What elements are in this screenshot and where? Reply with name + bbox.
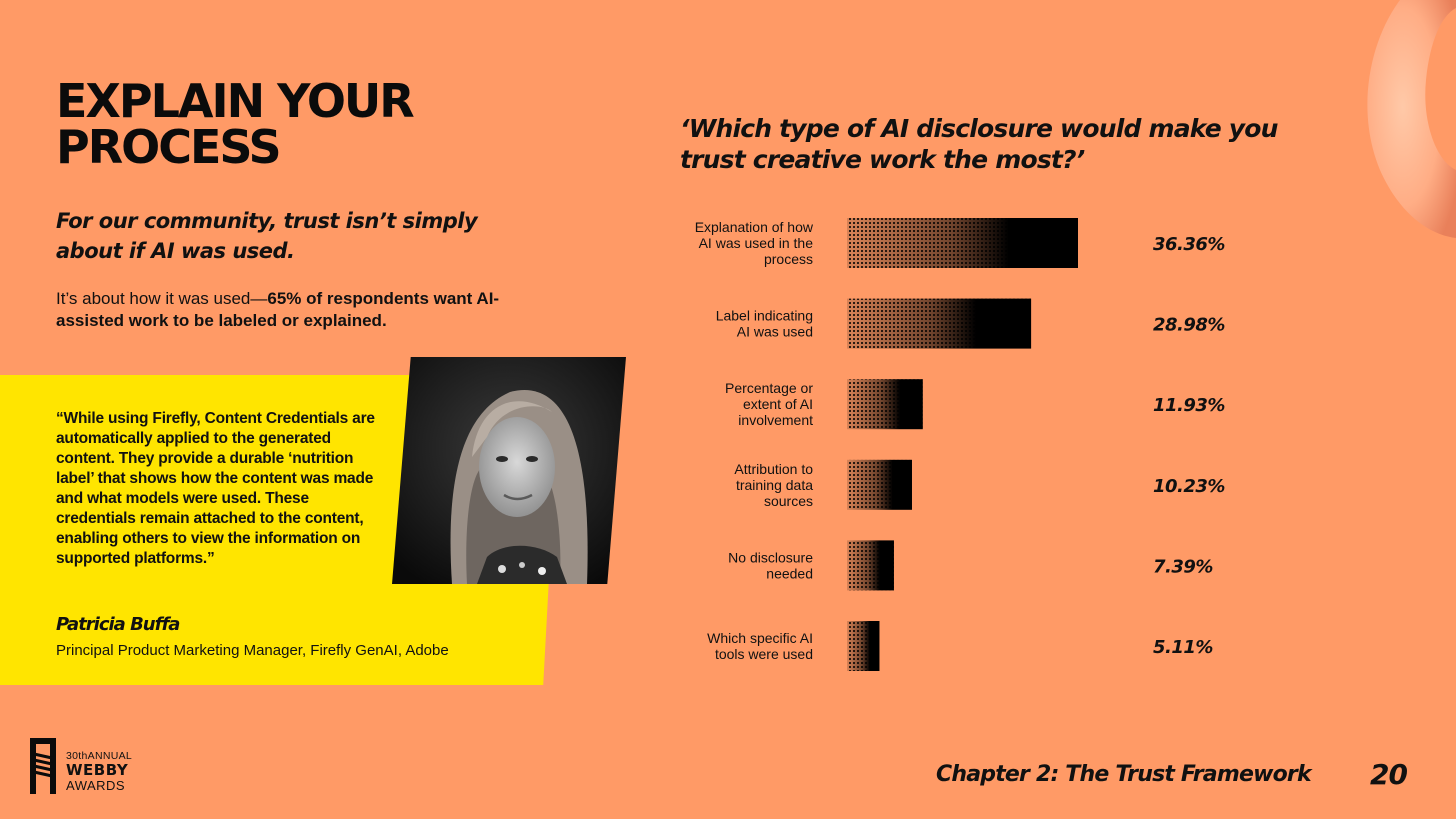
subheading: For our community, trust isn’t simply ab…	[56, 209, 478, 263]
logo-name: WEBBY	[66, 761, 129, 779]
value-label: 36.36%	[1153, 234, 1225, 255]
category-label: No disclosure needed	[728, 549, 813, 581]
page-number: 20	[1370, 758, 1408, 791]
chart-title: ‘Which type of AI disclosure would make …	[680, 114, 1278, 174]
testimonial-quote: “While using Firefly, Content Credential…	[56, 410, 375, 567]
logo-subtitle: AWARDS	[66, 778, 126, 793]
bar-chart: Explanation of how AI was used in the proc…	[695, 218, 1226, 671]
value-label: 7.39%	[1153, 556, 1213, 577]
bar	[847, 379, 923, 430]
quote-author-role: Principal Product Marketing Manager, Fir…	[56, 642, 449, 659]
bar	[847, 540, 894, 591]
body-text-intro: It’s about how it was used—	[56, 289, 268, 308]
category-label: Attribution to training data sources	[734, 461, 813, 509]
quote-author-name: Patricia Buffa	[56, 614, 180, 635]
decorative-torus-shape	[1367, 0, 1456, 238]
bar	[847, 218, 1078, 268]
category-label: Which specific AI tools were used	[707, 630, 813, 662]
logo-edition: 30thANNUAL	[66, 750, 133, 762]
value-label: 10.23%	[1153, 476, 1225, 497]
value-label: 11.93%	[1153, 395, 1225, 416]
value-label: 5.11%	[1153, 637, 1213, 658]
bar	[847, 459, 912, 510]
category-label: Percentage or extent of AI involvement	[725, 380, 813, 428]
body-text-highlight: 65% of respondents want AI-assisted work…	[56, 289, 500, 330]
category-label: Label indicating AI was used	[716, 308, 813, 340]
category-label: Explanation of how AI was used in the proc…	[695, 219, 814, 267]
body-text: It’s about how it was used—65% of respon…	[56, 288, 526, 332]
page-title: EXPLAIN YOUR PROCESS	[56, 74, 415, 174]
value-label: 28.98%	[1153, 315, 1225, 336]
webby-logo-icon	[30, 738, 56, 794]
bar	[847, 621, 880, 671]
portrait-photo	[392, 357, 626, 584]
chapter-label: Chapter 2: The Trust Framework	[936, 762, 1312, 787]
bar	[847, 298, 1032, 349]
